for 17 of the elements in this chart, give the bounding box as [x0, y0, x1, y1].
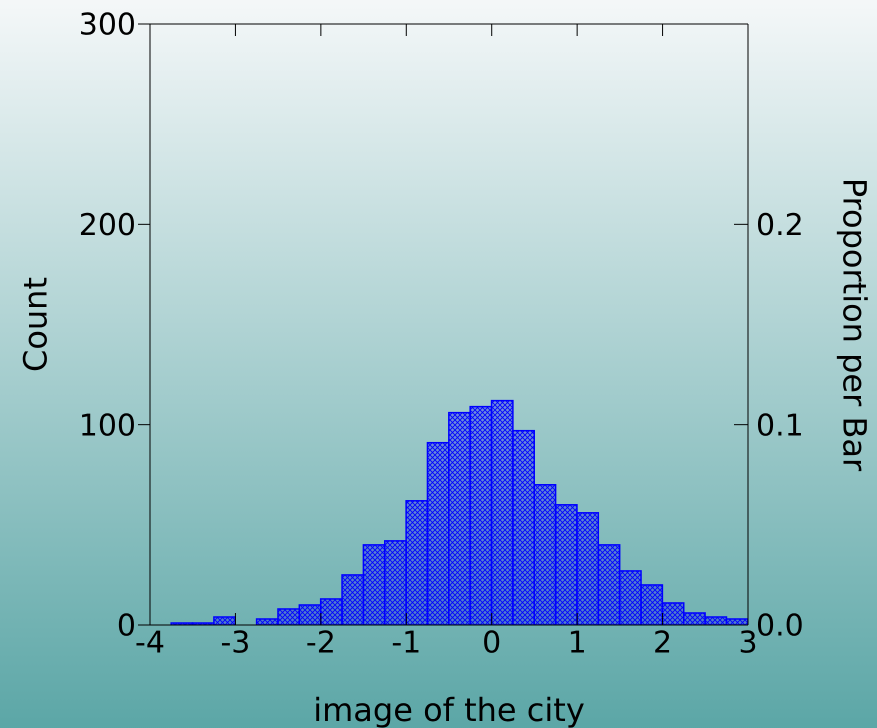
- x-tick-label: -2: [306, 625, 336, 660]
- y2-tick-label: 0.2: [756, 208, 804, 243]
- x-tick-label: 2: [653, 625, 672, 660]
- y-tick-label: 300: [78, 8, 136, 43]
- x-tick-label: 1: [568, 625, 587, 660]
- y2-tick-label: 0.1: [756, 408, 804, 444]
- x-tick-label: 0: [482, 625, 502, 660]
- x-tick-label: -1: [391, 625, 422, 660]
- y2-axis-title: Proportion per Bar: [836, 178, 874, 472]
- x-axis-title: image of the city: [313, 691, 585, 728]
- y2-tick-label: 0.0: [756, 608, 804, 644]
- y-tick-label: 200: [78, 208, 136, 243]
- x-tick-label: 3: [738, 625, 758, 660]
- x-tick-label: -4: [135, 625, 165, 660]
- y-tick-label: 100: [78, 408, 136, 444]
- x-tick-label: -3: [220, 625, 250, 660]
- y-axis-title: Count: [16, 276, 54, 372]
